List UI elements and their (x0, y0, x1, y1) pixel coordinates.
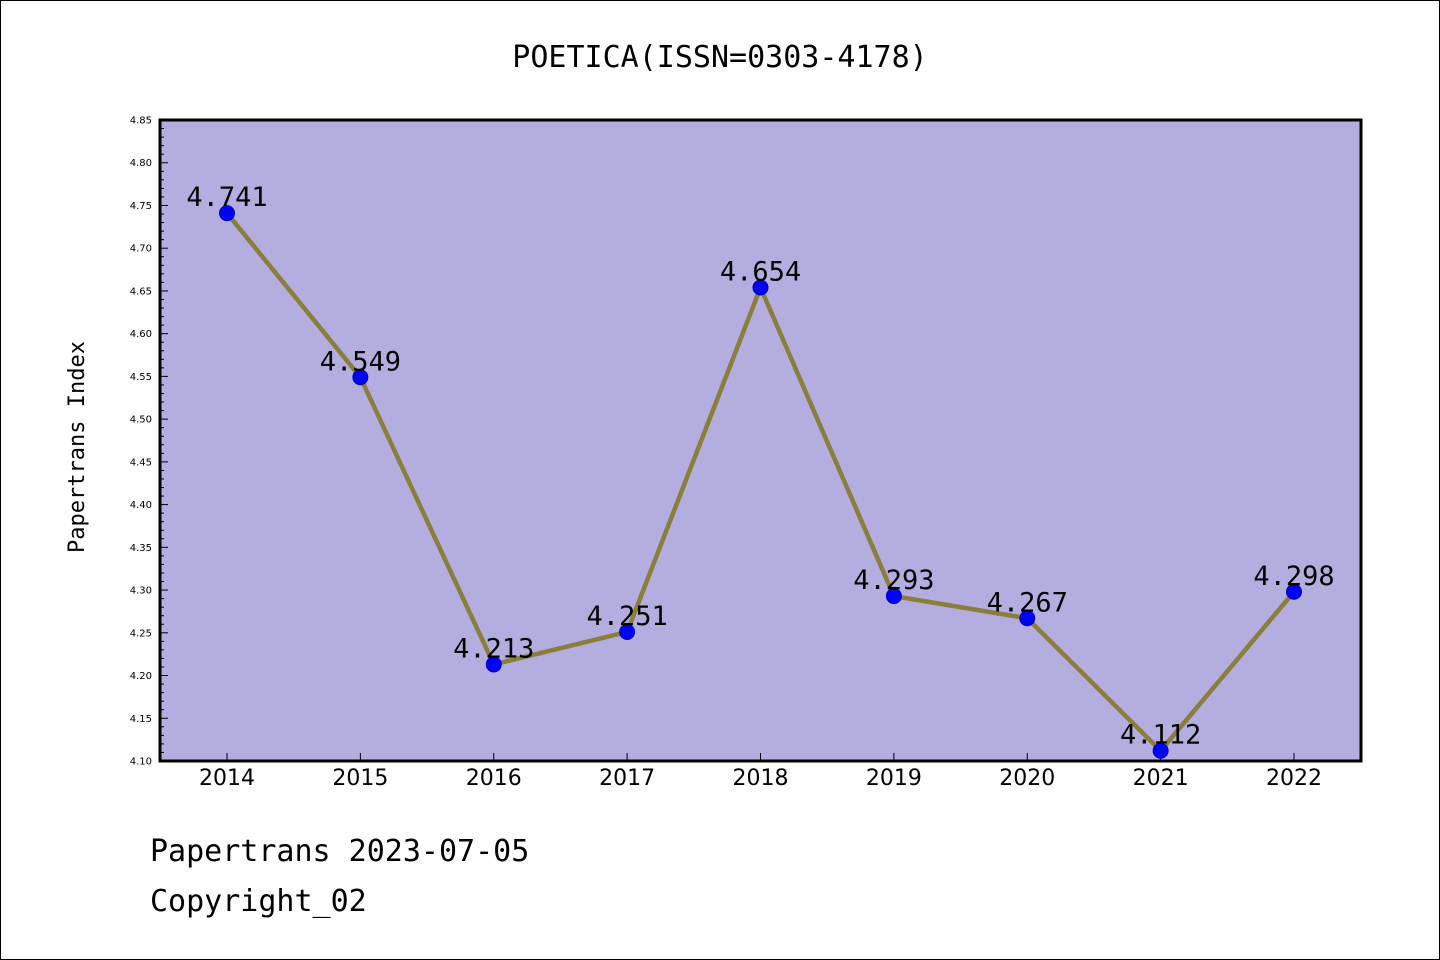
data-point (1286, 583, 1302, 600)
y-tick-label: 4.85 (130, 116, 152, 127)
y-tick-label: 4.65 (130, 286, 152, 297)
data-label: 4.267 (987, 587, 1068, 618)
x-tick-label: 2016 (466, 766, 522, 791)
x-tick-label: 2022 (1266, 766, 1322, 791)
x-tick-label: 2014 (199, 766, 255, 791)
data-label: 4.549 (320, 346, 401, 377)
data-label: 4.251 (586, 601, 667, 632)
x-tick-label: 2018 (733, 766, 789, 791)
y-tick-label: 4.70 (130, 244, 152, 255)
x-tick-label: 2021 (1133, 766, 1189, 791)
data-point (1019, 610, 1036, 627)
footer-date: Papertrans 2023-07-05 (150, 834, 530, 869)
y-tick-label: 4.55 (130, 372, 152, 383)
y-axis-title: Papertrans Index (65, 341, 90, 553)
y-tick-label: 4.15 (130, 714, 152, 725)
y-tick-label: 4.75 (130, 201, 152, 212)
plot-area (158, 118, 1363, 763)
data-label: 4.654 (720, 257, 801, 288)
y-tick-label: 4.25 (130, 628, 152, 639)
data-label: 4.298 (1253, 561, 1334, 592)
x-tick-label: 2020 (999, 766, 1055, 791)
data-label: 4.213 (453, 633, 534, 664)
y-tick-label: 4.45 (130, 457, 152, 468)
y-tick-label: 4.50 (130, 415, 152, 426)
x-tick-label: 2017 (599, 766, 655, 791)
data-point (485, 656, 502, 673)
y-tick-label: 4.30 (130, 586, 152, 597)
data-label: 4.112 (1120, 720, 1201, 751)
data-label: 4.741 (186, 182, 267, 213)
footer-copyright: Copyright_02 (150, 884, 367, 919)
y-tick-label: 4.35 (130, 543, 152, 554)
data-point (752, 279, 769, 296)
x-tick-label: 2019 (866, 766, 922, 791)
y-axis: 4.10 4.15 4.20 4.25 4.30 4.35 4.40 4.45 4.50 4.55… (130, 116, 168, 768)
data-point (219, 205, 235, 222)
y-tick-label: 4.80 (130, 158, 152, 169)
y-tick-label: 4.10 (130, 757, 152, 768)
x-axis: 2014 2015 2016 2017 2018 2019 2020 2021 2022 (199, 753, 1322, 791)
chart-title: POETICA(ISSN=0303-4178) (512, 40, 927, 75)
data-point (352, 369, 369, 386)
data-point (1152, 742, 1169, 759)
x-tick-label: 2015 (332, 766, 388, 791)
data-point (885, 588, 902, 605)
series-layer: 4.741 4.549 4.213 4.251 4.654 4.293 4.267 4.112… (186, 182, 1335, 759)
y-tick-label: 4.60 (130, 329, 152, 340)
y-tick-label: 4.20 (130, 671, 152, 682)
y-tick-label: 4.40 (130, 500, 152, 511)
data-label: 4.293 (853, 565, 934, 596)
data-point (619, 623, 636, 640)
